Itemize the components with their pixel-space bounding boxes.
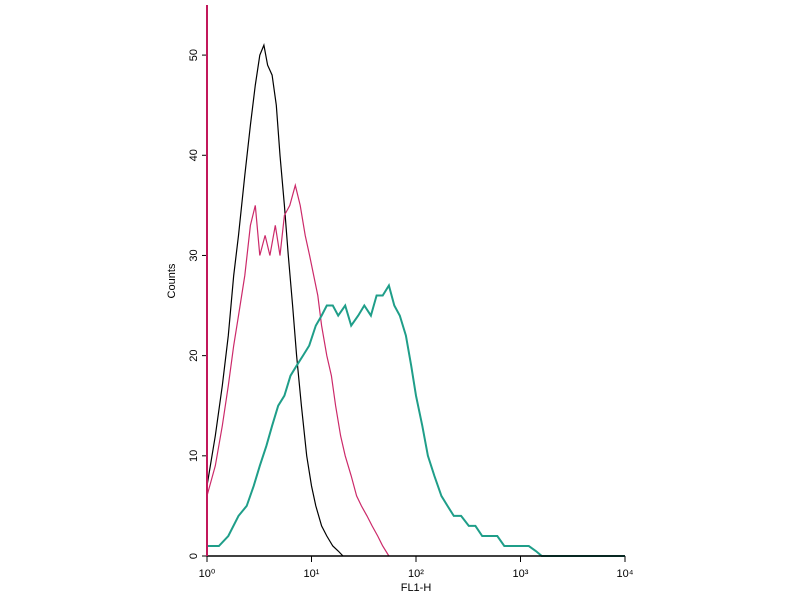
y-tick-label: 40 bbox=[188, 149, 200, 161]
series-line bbox=[206, 182, 390, 557]
series-line bbox=[206, 42, 344, 557]
x-tick-label: 10⁴ bbox=[617, 568, 634, 580]
y-tick-label: 20 bbox=[188, 350, 200, 362]
x-tick-label: 10³ bbox=[513, 568, 529, 580]
x-tick-label: 10² bbox=[408, 568, 424, 580]
x-tick-label: 10⁰ bbox=[199, 568, 216, 580]
x-axis-label: FL1-H bbox=[401, 582, 432, 594]
y-tick-label: 0 bbox=[188, 553, 200, 559]
y-axis-label: Counts bbox=[166, 263, 178, 298]
x-tick-label: 10¹ bbox=[304, 568, 320, 580]
y-tick-label: 30 bbox=[188, 249, 200, 261]
series-line bbox=[207, 283, 625, 557]
y-tick-label: 50 bbox=[188, 49, 200, 61]
y-tick-label: 10 bbox=[188, 450, 200, 462]
